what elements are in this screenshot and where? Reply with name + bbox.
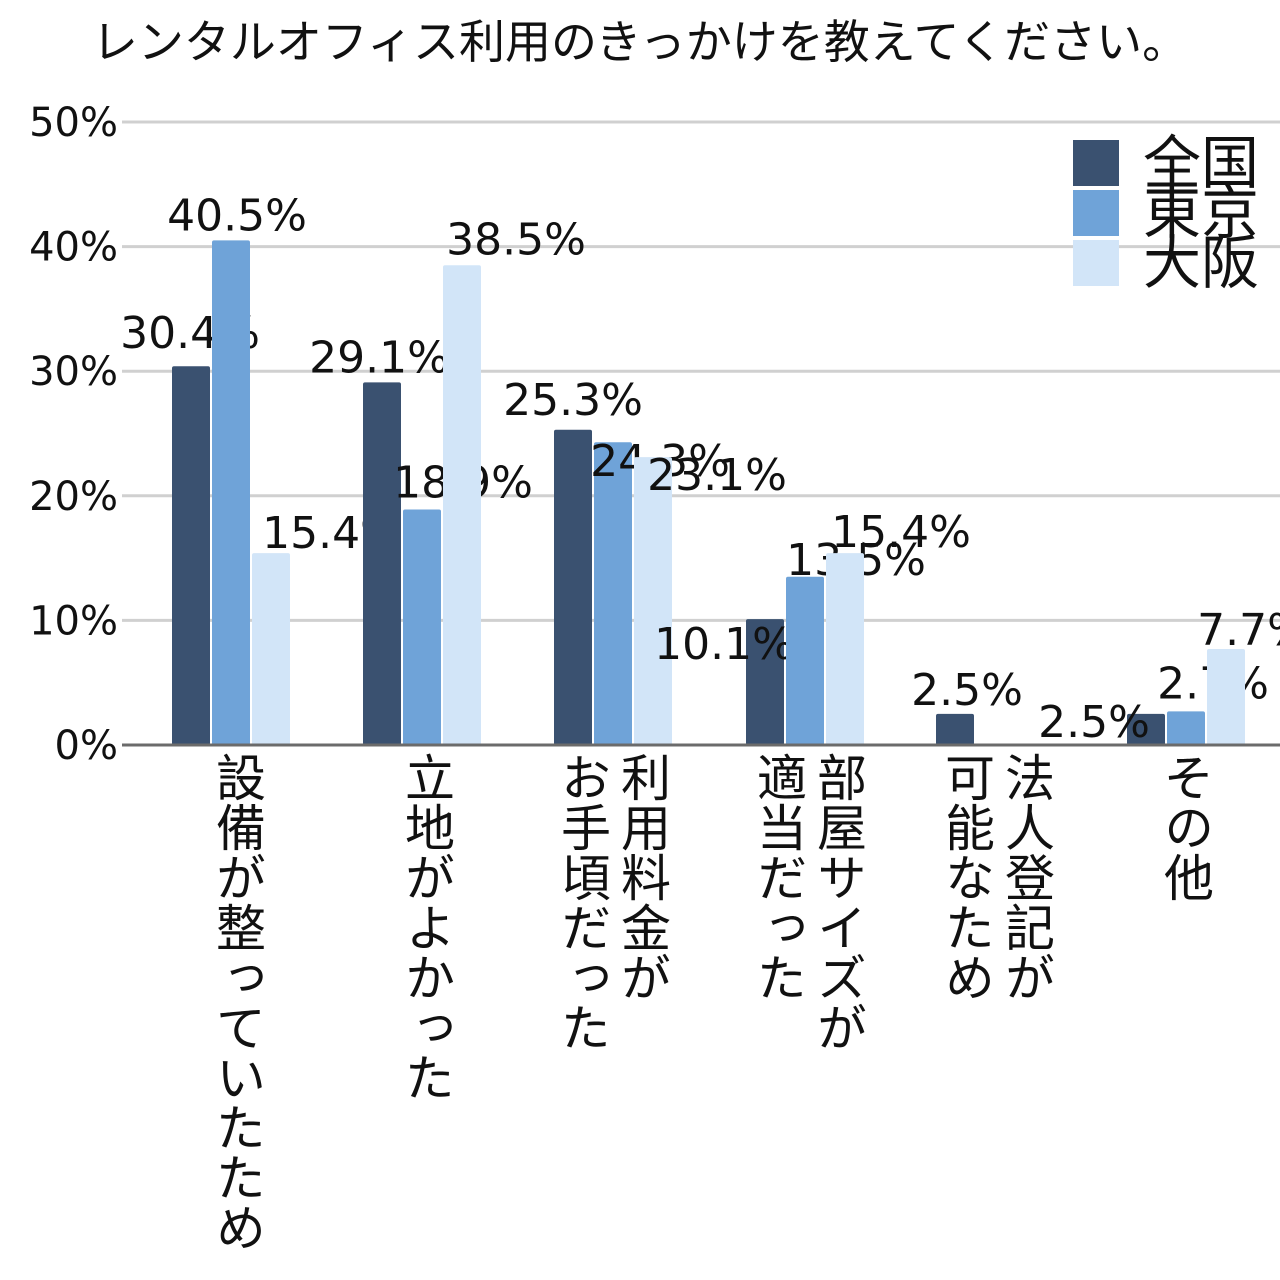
bar-national	[172, 366, 210, 745]
bar-tokyo	[403, 509, 441, 745]
bar-osaka	[252, 553, 290, 745]
y-tick-label: 0%	[55, 723, 118, 769]
bar-tokyo	[594, 442, 632, 745]
y-tick-label: 40%	[29, 225, 118, 271]
data-label: 29.1%	[309, 332, 449, 383]
y-tick-label: 20%	[29, 474, 118, 520]
y-tick-label: 10%	[29, 598, 118, 644]
bar-tokyo	[212, 240, 250, 745]
category-label: 利用料金が お手頃だった	[553, 752, 671, 1052]
bar-osaka	[1207, 649, 1245, 745]
data-label: 7.7%	[1197, 605, 1280, 656]
data-label: 23.1%	[647, 450, 787, 501]
bar-osaka	[826, 553, 864, 745]
category-label: その他	[1156, 752, 1214, 902]
legend-swatch	[1073, 190, 1119, 236]
bar-osaka	[634, 457, 672, 745]
category-label: 設備が整っていたため	[208, 752, 266, 1252]
bar-tokyo	[1167, 711, 1205, 745]
bar-national	[936, 713, 974, 745]
y-tick-label: 50%	[29, 100, 118, 146]
legend-label: 大阪	[1143, 229, 1259, 297]
data-label: 2.5%	[911, 665, 1023, 716]
category-label: 立地がよかった	[397, 752, 455, 1102]
bar-national	[363, 382, 401, 745]
legend-label: 全国	[1143, 129, 1259, 197]
chart-title: レンタルオフィス利用のきっかけを教えてください。	[91, 15, 1189, 69]
data-label: 2.5%	[1038, 697, 1150, 748]
data-label: 10.1%	[654, 619, 794, 670]
legend-swatch	[1073, 240, 1119, 286]
bar-tokyo	[786, 576, 824, 745]
legend-label: 東京	[1143, 179, 1259, 247]
data-label: 15.4%	[831, 507, 971, 558]
bar-national	[1127, 713, 1165, 745]
data-label: 40.5%	[167, 190, 307, 241]
category-label: 部屋サイズが 適当だった	[749, 752, 867, 1052]
bar-osaka	[443, 265, 481, 745]
category-label: 法人登記が 可能なため	[937, 752, 1055, 1002]
data-label: 25.3%	[503, 375, 643, 426]
legend-swatch	[1073, 140, 1119, 186]
y-tick-label: 30%	[29, 349, 118, 395]
bar-national	[746, 619, 784, 745]
data-label: 38.5%	[446, 214, 586, 265]
bar-national	[554, 429, 592, 745]
